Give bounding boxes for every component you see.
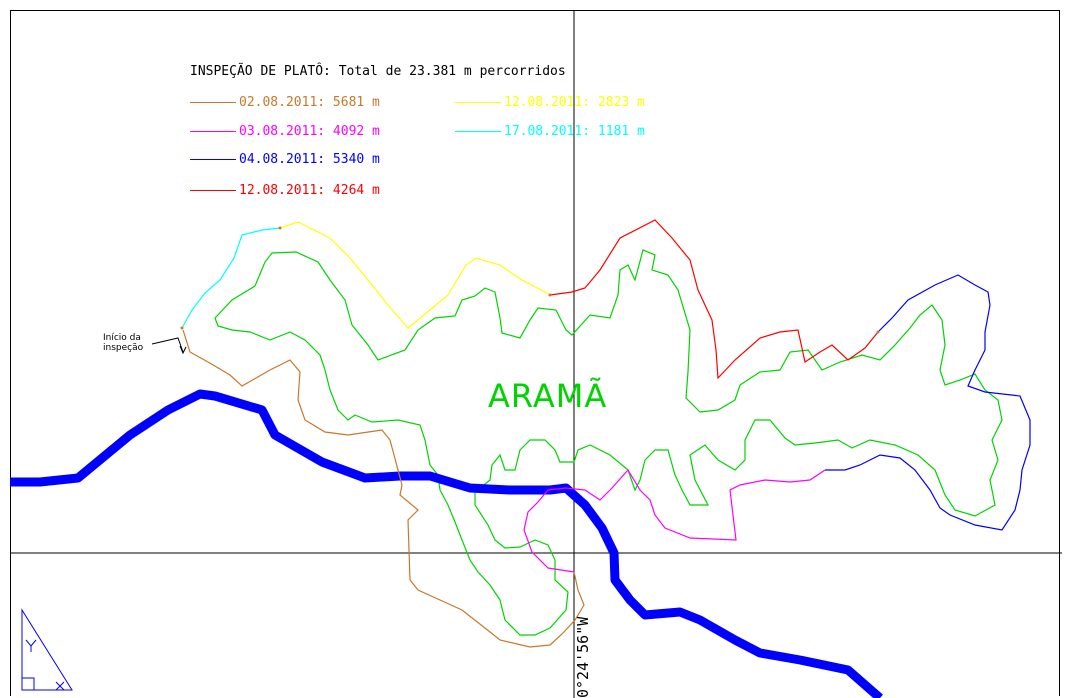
plateau-name-label: ARAMÃ bbox=[488, 377, 608, 415]
route-04-08-2011 bbox=[825, 274, 1031, 531]
legend-label: 12.08.2011: 2823 m bbox=[504, 95, 645, 110]
legend-swatch bbox=[455, 102, 501, 103]
start-label: Início da inspeção bbox=[103, 333, 143, 353]
route-03-08-2011 bbox=[523, 468, 826, 573]
legend-swatch bbox=[190, 190, 236, 191]
legend-label: 17.08.2011: 1181 m bbox=[504, 124, 645, 139]
route-02-08-2011 bbox=[182, 329, 585, 648]
route-17-08-2011 bbox=[181, 227, 281, 329]
route-12-08-2011-red bbox=[549, 219, 879, 380]
start-arrow-head bbox=[179, 345, 187, 355]
legend-entry-04-08-2011: 04.08.2011: 5340 m bbox=[190, 152, 380, 167]
longitude-label: 0°24'56"W bbox=[574, 616, 592, 698]
waypoint-marker bbox=[278, 226, 282, 230]
legend-swatch bbox=[455, 131, 501, 132]
legend-label: 12.08.2011: 4264 m bbox=[239, 183, 380, 198]
waypoint-marker bbox=[180, 326, 184, 330]
legend-entry-12-08-2011-yellow: 12.08.2011: 2823 m bbox=[455, 95, 645, 110]
legend-swatch bbox=[190, 131, 236, 132]
legend-swatch bbox=[190, 102, 236, 103]
waypoint-marker bbox=[548, 293, 552, 297]
ucs-icon bbox=[21, 608, 73, 691]
river bbox=[10, 389, 883, 698]
waypoint-marker bbox=[876, 330, 880, 334]
legend-label: 03.08.2011: 4092 m bbox=[239, 124, 380, 139]
legend-entry-17-08-2011: 17.08.2011: 1181 m bbox=[455, 124, 645, 139]
legend-swatch bbox=[190, 159, 236, 160]
start-label-line2: inspeção bbox=[103, 343, 144, 353]
legend-entry-12-08-2011-red: 12.08.2011: 4264 m bbox=[190, 183, 380, 198]
legend-entry-03-08-2011: 03.08.2011: 4092 m bbox=[190, 124, 380, 139]
legend-entry-02-08-2011: 02.08.2011: 5681 m bbox=[190, 95, 380, 110]
map-frame bbox=[10, 10, 1060, 696]
start-arrow bbox=[151, 337, 184, 353]
route-12-08-2011-yellow bbox=[279, 221, 551, 329]
legend-label: 04.08.2011: 5340 m bbox=[239, 152, 380, 167]
start-label-line1: Início da bbox=[103, 333, 141, 343]
plateau-outline bbox=[214, 249, 1003, 636]
legend-label: 02.08.2011: 5681 m bbox=[239, 95, 380, 110]
legend-title: INSPEÇÃO DE PLATÔ: Total de 23.381 m per… bbox=[190, 64, 566, 79]
